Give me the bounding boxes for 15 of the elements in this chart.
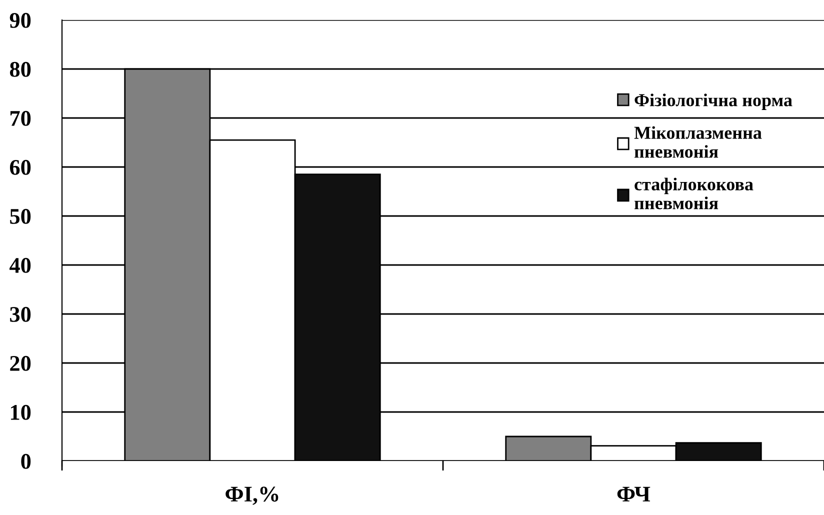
y-tick-label: 30 [10,306,31,322]
legend-label: Фізіологічна норма [634,94,792,110]
legend-label: Мікоплазменна пневмонія [634,126,762,158]
y-tick-label: 20 [10,356,31,371]
y-tick-label: 0 [21,454,31,469]
y-tick-label: 40 [10,258,31,273]
y-tick-label: 80 [10,62,31,77]
x-tick-label: ФІ,% [226,486,278,505]
y-tick-label: 70 [10,110,31,126]
y-tick-label: 10 [11,404,31,420]
x-tick-label: ФЧ [617,486,650,502]
legend-label: стафілококова пневмонія [634,178,754,210]
y-tick-label: 60 [10,160,31,175]
y-tick-label: 90 [10,12,31,28]
y-tick-label: 50 [10,208,31,224]
